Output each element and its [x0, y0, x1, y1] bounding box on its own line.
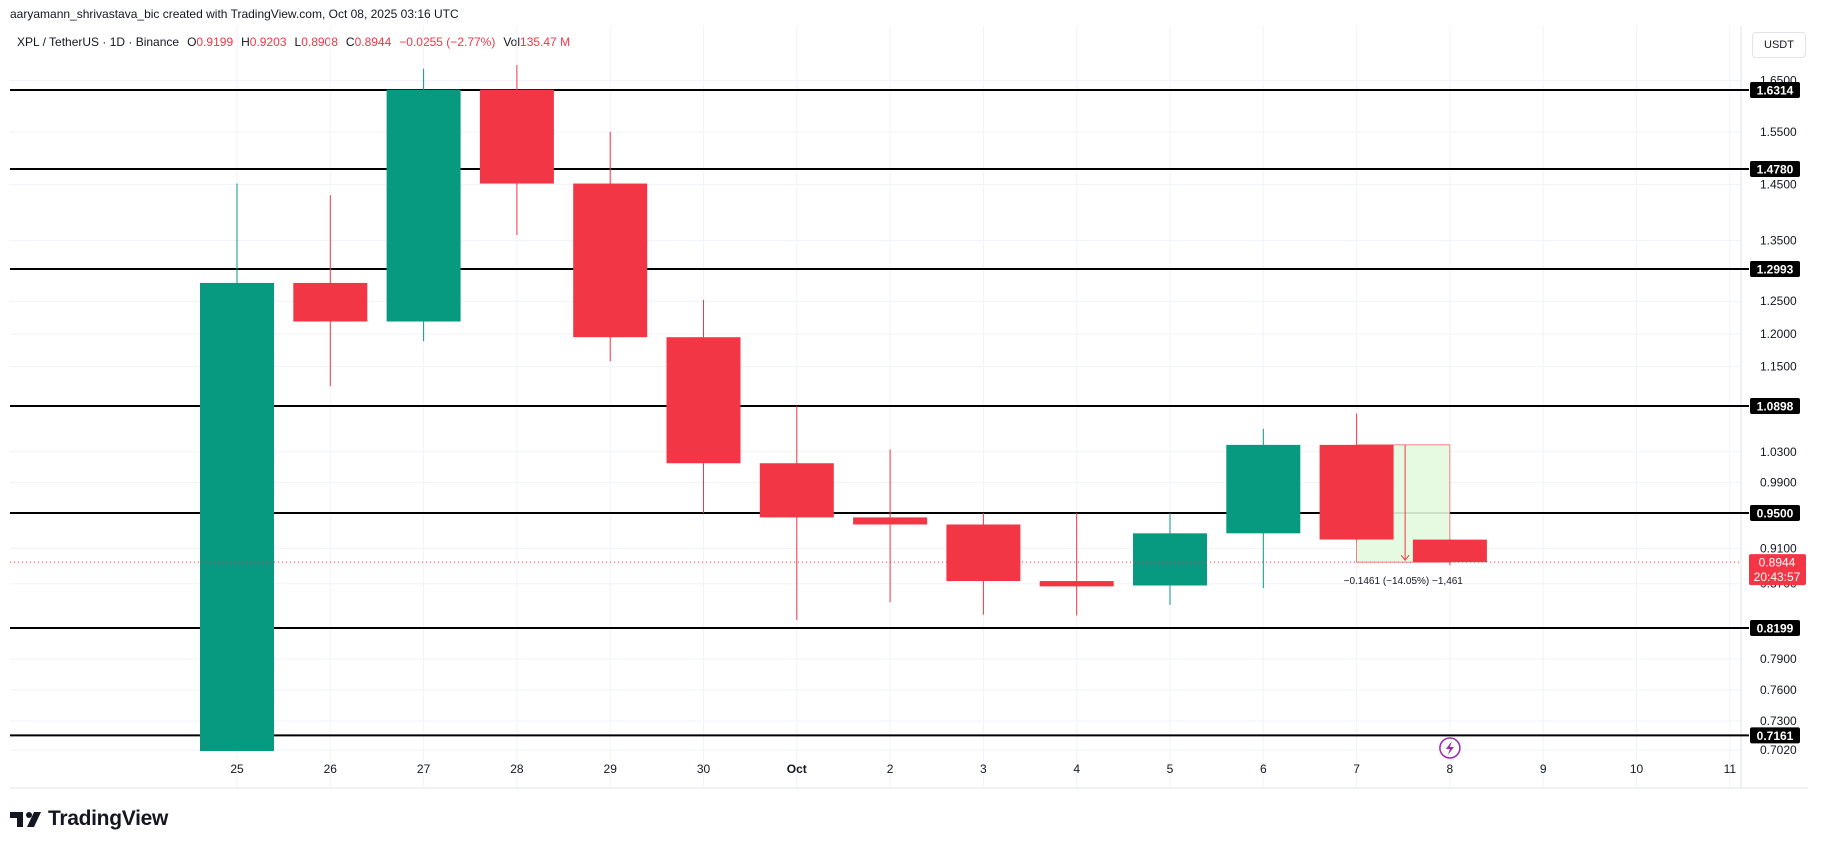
tradingview-mark-icon: [10, 812, 41, 827]
x-tick-label: 2: [887, 762, 894, 776]
x-tick-label: 3: [980, 762, 987, 776]
y-tick-label: 1.3500: [1760, 234, 1797, 248]
candle-body: [1319, 444, 1394, 540]
y-tick-label: 1.1500: [1760, 360, 1797, 374]
lightning-icon-bolt: [1445, 741, 1454, 755]
candle-body: [479, 89, 554, 184]
x-tick-label: 29: [604, 762, 618, 776]
ohlc-high-value: 0.9203: [249, 35, 287, 49]
x-tick-label: 5: [1167, 762, 1174, 776]
price-countdown: 20:43:57: [1754, 570, 1801, 584]
candle-body: [573, 183, 648, 338]
x-tick-label: 10: [1630, 762, 1644, 776]
symbol-title[interactable]: XPL / TetherUS · 1D · Binance: [17, 35, 180, 49]
ohlc-open-value: 0.9199: [196, 35, 234, 49]
ohlc-low-label: L: [294, 35, 302, 49]
candle-body: [386, 89, 461, 322]
x-tick-label: 26: [324, 762, 338, 776]
ohlc-low-value: 0.8908: [301, 35, 338, 49]
level-label-box: [1750, 620, 1800, 636]
y-tick-label: 1.2500: [1760, 294, 1797, 308]
candle-body: [666, 337, 741, 464]
ohlc-close-value: 0.8944: [354, 35, 392, 49]
candle-body: [1412, 539, 1487, 563]
candle-body: [1133, 533, 1207, 586]
price-label: 0.8944: [1759, 556, 1796, 570]
horizontal-lines: [10, 89, 1749, 737]
lightning-icon[interactable]: [1439, 737, 1461, 759]
candle-body: [1039, 581, 1114, 587]
candle-body: [1226, 444, 1301, 534]
candle-body: [853, 517, 928, 525]
x-tick-label: 27: [417, 762, 431, 776]
y-tick-label: 0.7300: [1760, 714, 1797, 728]
level-label-box: [1750, 727, 1800, 744]
x-tick-label: 9: [1540, 762, 1547, 776]
x-tick-label: 8: [1447, 762, 1454, 776]
price-label-box: [1749, 554, 1806, 586]
x-axis[interactable]: 25 26 27 28 29 30 Oct 2 3 4 5 6 7 8 9 10 11: [230, 762, 1736, 776]
candle-body: [293, 282, 368, 322]
candle-body: [200, 282, 274, 752]
ohlc-close-label: C: [345, 35, 355, 49]
y-tick-label: 1.0300: [1760, 445, 1797, 459]
brand-name: TradingView: [48, 807, 169, 830]
level-label-box: [1750, 82, 1800, 98]
x-tick-label: 11: [1724, 762, 1737, 776]
x-tick-label: 28: [510, 762, 524, 776]
volume-value: 135.47 M: [520, 35, 571, 49]
level-label-box: [1750, 398, 1800, 414]
x-tick-label: Oct: [787, 762, 807, 776]
attribution-text: aaryamann_shrivastava_bic created with T…: [10, 7, 459, 21]
y-axis[interactable]: 1.65001.55001.45001.35001.25001.20001.15…: [1749, 73, 1806, 757]
y-tick-label: 0.7020: [1760, 743, 1797, 757]
volume-label: Vol: [503, 35, 521, 49]
y-tick-label: 0.7600: [1760, 683, 1797, 697]
level-label: 1.2993: [1757, 263, 1794, 277]
y-tick-label: 0.9100: [1760, 541, 1797, 555]
x-tick-label: 7: [1353, 762, 1360, 776]
y-tick-label: 0.9900: [1760, 475, 1797, 489]
ohlc-high-label: H: [241, 35, 250, 49]
x-tick-label: 4: [1073, 762, 1080, 776]
level-label: 0.8199: [1757, 622, 1794, 636]
level-label-box: [1750, 161, 1800, 177]
y-tick-label: 1.2000: [1760, 327, 1797, 341]
level-label: 1.0898: [1757, 400, 1794, 414]
y-tick-label: 1.5500: [1760, 125, 1797, 139]
y-tick-label: 0.7900: [1760, 652, 1797, 666]
tradingview-logo[interactable]: TradingView: [10, 807, 168, 831]
x-tick-label: 6: [1260, 762, 1267, 776]
level-label: 0.9500: [1757, 507, 1794, 521]
y-tick-label: 1.4500: [1760, 178, 1797, 192]
level-label: 1.4780: [1757, 163, 1794, 177]
candle-body: [946, 524, 1021, 582]
level-label-box: [1750, 505, 1800, 521]
x-tick-label: 30: [697, 762, 711, 776]
candle-body: [759, 463, 834, 518]
candles: [200, 64, 1487, 752]
ohlc-open-label: O: [187, 35, 197, 49]
level-label: 0.7161: [1757, 729, 1794, 743]
x-tick-label: 25: [230, 762, 244, 776]
currency-button[interactable]: USDT: [1752, 32, 1806, 58]
measurement-arrowhead: [1400, 554, 1410, 561]
level-label: 1.6314: [1757, 84, 1794, 98]
measurement-label: −0.1461 (−14.05%) −1,461: [1344, 576, 1464, 587]
level-label-box: [1750, 261, 1800, 277]
candlestick-chart[interactable]: −0.1461 (−14.05%) −1,461 1.65001.55001.4…: [0, 0, 1825, 800]
